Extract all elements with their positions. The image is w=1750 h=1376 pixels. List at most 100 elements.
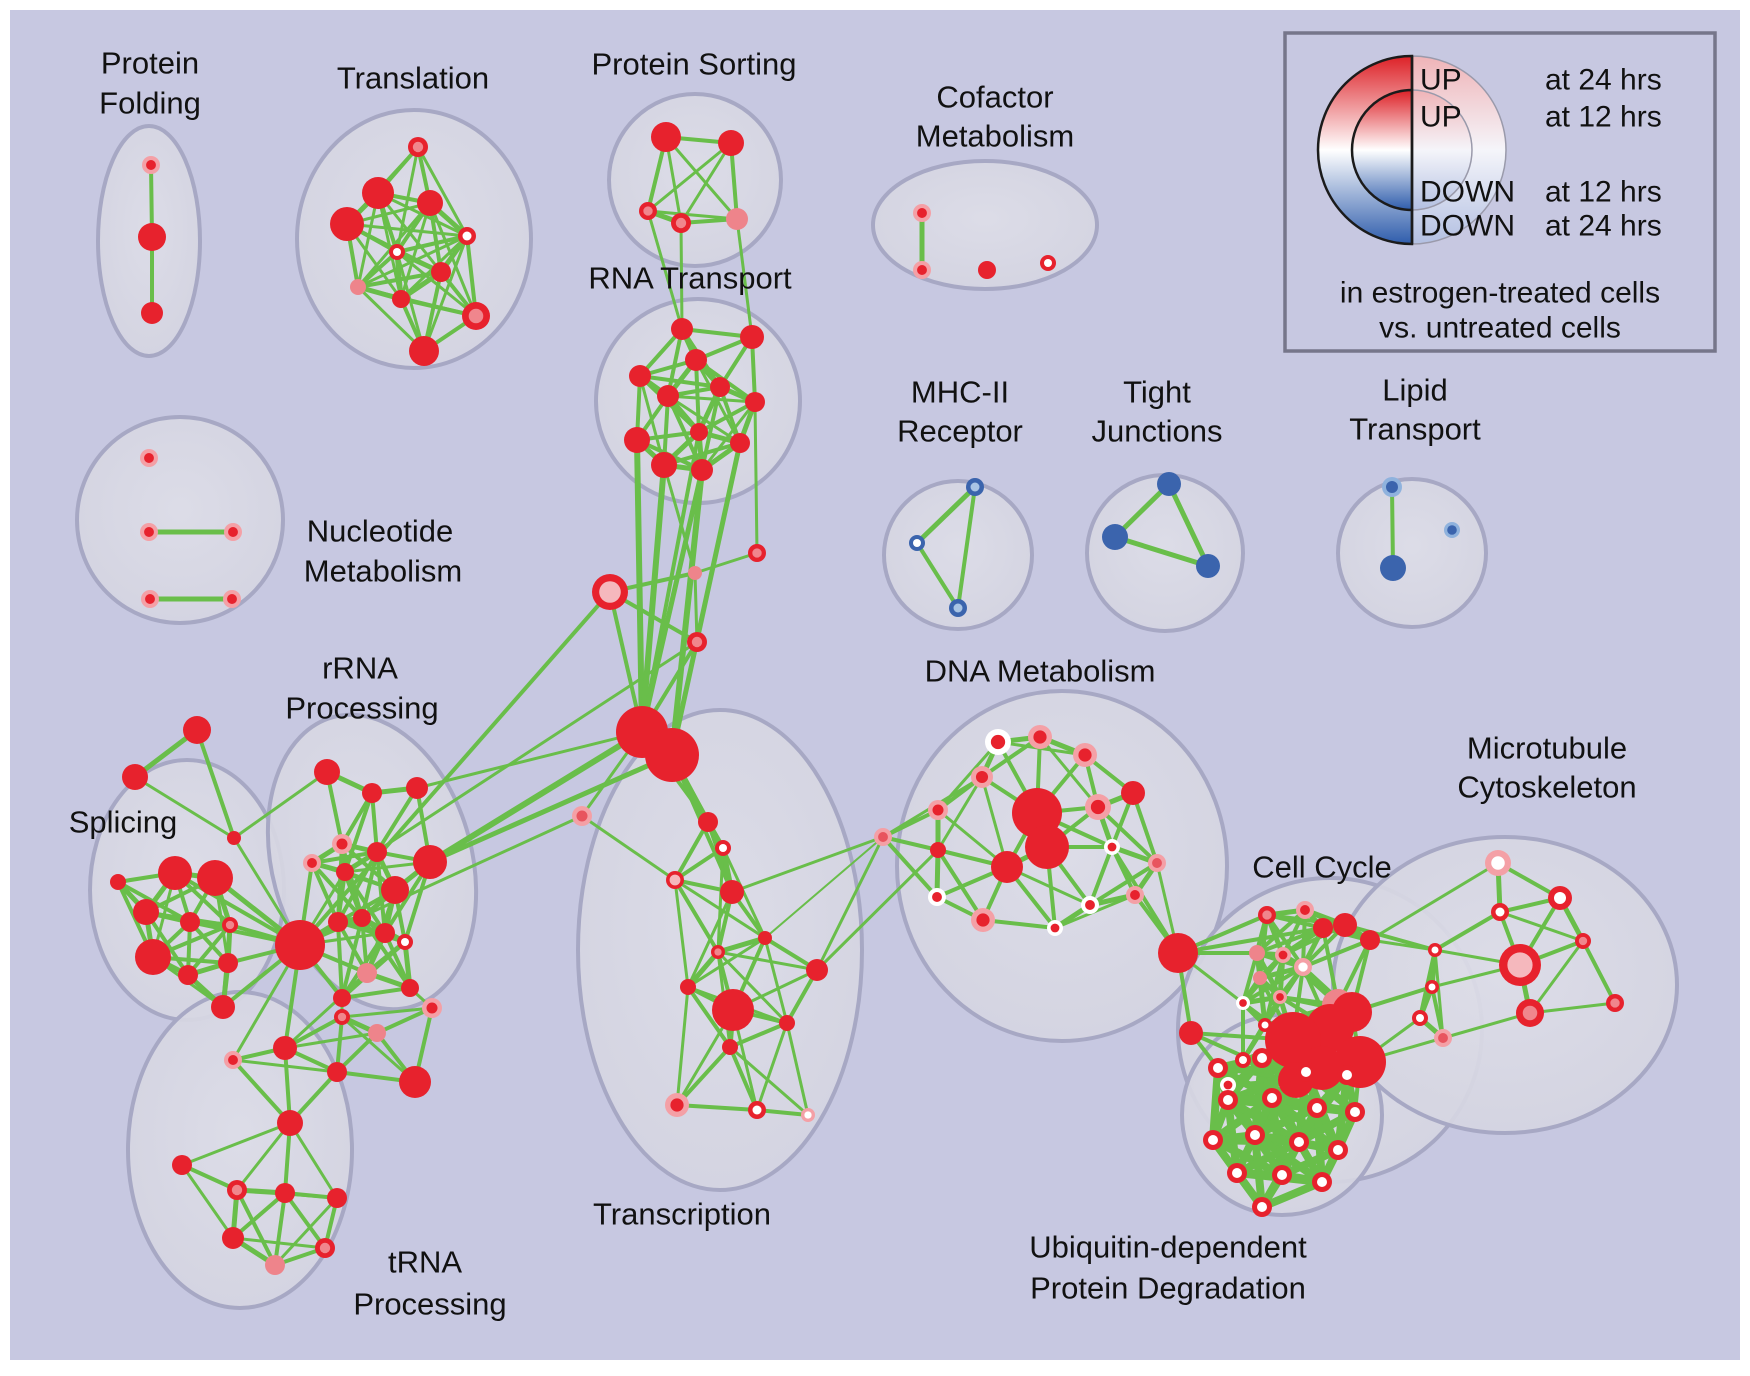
protein-sorting-nodes [639, 122, 748, 233]
microtubule-cytoskeleton-label: Microtubule [1467, 731, 1627, 766]
legend-entry-time-3: at 24 hrs [1545, 210, 1662, 243]
network-node-core [1312, 1103, 1322, 1113]
network-node-core [669, 874, 681, 886]
network-node-core [1090, 799, 1106, 815]
network-node [1360, 930, 1380, 950]
network-node [1333, 913, 1357, 937]
trna-processing-nodes [172, 998, 442, 1275]
cluster-labels: Protein Folding Translation Protein Sorting… [69, 46, 1637, 1322]
network-node [273, 1036, 297, 1060]
network-node [328, 912, 348, 932]
network-node-core [714, 948, 722, 956]
network-node [710, 377, 730, 397]
network-node-core [1491, 856, 1505, 870]
network-node-core [599, 581, 621, 603]
network-node-core [1431, 946, 1439, 954]
network-node [330, 207, 364, 241]
network-node-core [1033, 730, 1047, 744]
mhc-ii-receptor-bubble [882, 479, 1034, 631]
legend: UP at 24 hrs UP at 12 hrs DOWN at 12 hrs DOWN a… [1283, 31, 1717, 353]
network-node-core [1386, 481, 1398, 493]
cell-cycle-nodes [1220, 901, 1386, 1098]
nucleotide-metabolism-bubble [75, 415, 285, 625]
network-node-core [468, 308, 484, 324]
legend-entry-time-2: at 12 hrs [1545, 176, 1662, 209]
network-node-core [225, 920, 235, 930]
network-node-core [1507, 952, 1533, 978]
network-node-core [932, 892, 942, 902]
nucleotide-metabolism-nodes [140, 449, 242, 608]
network-node-core [1261, 1021, 1269, 1029]
network-node [698, 812, 718, 832]
network-node-core [917, 208, 927, 218]
mhc-ii-receptor-nodes [909, 478, 984, 617]
network-node [629, 365, 651, 387]
network-node-core [1276, 993, 1284, 1001]
network-node [227, 831, 241, 845]
splicing-triangle-nodes [122, 716, 241, 845]
network-node [275, 920, 325, 970]
mhc-ii-receptor-edges [914, 484, 978, 610]
network-node-core [1294, 1137, 1304, 1147]
network-node [180, 912, 200, 932]
network-node-core [1257, 1053, 1267, 1063]
network-node-core [1522, 1005, 1538, 1021]
network-node-core [752, 548, 762, 558]
network-node-core [990, 734, 1006, 750]
network-node [745, 392, 765, 412]
network-node-core [231, 1184, 243, 1196]
network-node [327, 1062, 347, 1082]
network-node-core [917, 265, 927, 275]
network-node-core [643, 206, 653, 216]
network-node-core [719, 844, 727, 852]
network-node [409, 336, 439, 366]
network-node-core [426, 1002, 438, 1014]
network-node-core [975, 770, 989, 784]
microtubule-cytoskeleton-label: Cytoskeleton [1457, 770, 1636, 805]
ubiquitin-degradation-label: Protein Degradation [1030, 1271, 1306, 1306]
network-node-core [1232, 1168, 1242, 1178]
legend-entry-direction-0: UP [1420, 64, 1462, 97]
network-node-core [1213, 1063, 1223, 1073]
network-node [720, 880, 744, 904]
network-node [712, 989, 754, 1031]
trna-processing-label: Processing [353, 1287, 506, 1322]
network-node [413, 845, 447, 879]
network-node-core [337, 1012, 347, 1022]
network-node [1380, 555, 1406, 581]
network-node [133, 899, 159, 925]
cofactor-metabolism-bubble [871, 159, 1099, 291]
tight-junctions-label: Tight [1123, 375, 1191, 410]
network-node-core [412, 141, 424, 153]
network-node [758, 931, 772, 945]
network-node-core [1554, 892, 1566, 904]
network-node [624, 427, 650, 453]
network-node [183, 716, 211, 744]
legend-box [1283, 31, 1717, 353]
network-node-core [1416, 1014, 1424, 1022]
network-node [172, 1155, 192, 1175]
network-node-core [1342, 1070, 1352, 1080]
network-node-core [675, 217, 687, 229]
trna-processing-bubble [126, 990, 354, 1310]
translation-nodes [330, 137, 490, 366]
network-node-core [336, 838, 348, 850]
network-node [730, 433, 750, 453]
network-node [367, 842, 387, 862]
network-node [265, 1255, 285, 1275]
network-node [333, 989, 351, 1007]
network-node-core [1317, 1177, 1327, 1187]
network-node [138, 223, 166, 251]
network-node-core [1107, 842, 1117, 852]
protein-sorting-label: Protein Sorting [591, 47, 796, 82]
network-node [406, 777, 428, 799]
protein-folding-label: Folding [99, 86, 201, 121]
network-node [218, 953, 238, 973]
nucleotide-metabolism-label: Metabolism [304, 554, 463, 589]
network-node-core [228, 1055, 238, 1065]
ubiquitin-degradation-nodes [1203, 1048, 1365, 1217]
network-node-core [1333, 1145, 1343, 1155]
network-node-core [691, 636, 703, 648]
network-node [362, 177, 394, 209]
network-node-core [752, 1105, 762, 1115]
